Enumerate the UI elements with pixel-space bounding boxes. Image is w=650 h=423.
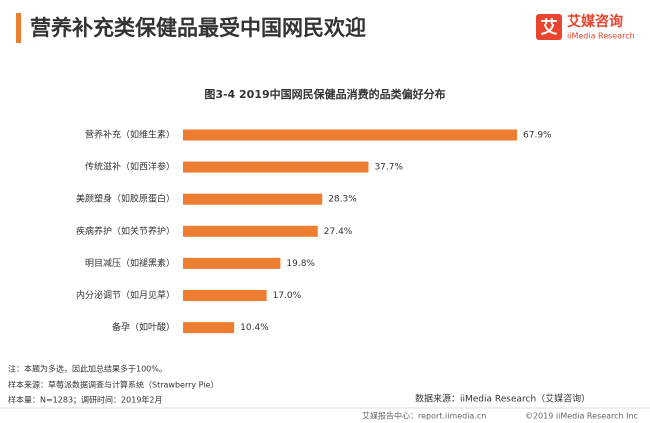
value-label: 27.4% <box>324 227 353 237</box>
category-label: 疾病养护（如关节养护） <box>76 225 175 237</box>
logo-name: 艾媒咨询 <box>567 13 623 30</box>
logo-icon <box>536 14 562 40</box>
note: 注：本题为多选，因此加总结果多于100%。 <box>8 364 167 374</box>
page-title: 营养补充类保健品最受中国网民欢迎 <box>30 16 366 40</box>
bar <box>183 257 281 269</box>
bar <box>183 193 323 205</box>
category-label: 备孕（如叶酸） <box>112 321 175 333</box>
bar <box>183 290 267 301</box>
value-label: 67.9% <box>523 131 552 141</box>
note: 样本来源：草莓派数据调查与计算系统（Strawberry Pie） <box>8 380 218 390</box>
footer-site: 艾媒报告中心：report.iimedia.cn <box>362 411 486 421</box>
bar <box>183 322 235 334</box>
note: 样本量：N=1283；调研时间：2019年2月 <box>8 395 163 405</box>
bar <box>183 161 369 173</box>
category-label: 传统滋补（如西洋参） <box>85 161 175 173</box>
value-label: 10.4% <box>240 323 269 333</box>
value-label: 17.0% <box>273 291 302 301</box>
category-label: 营养补充（如维生素） <box>85 129 175 141</box>
category-label: 内分泌调节（如月见草） <box>76 289 175 301</box>
source: 数据来源：iiMedia Research（艾媒咨询） <box>415 393 590 405</box>
category-label: 美颜塑身（如胶原蛋白） <box>76 193 175 205</box>
logo-subtitle: iiMedia Research <box>567 32 635 41</box>
bar <box>183 129 517 141</box>
bar <box>183 225 318 237</box>
category-label: 明目减压（如褪黑素） <box>85 257 175 269</box>
value-label: 37.7% <box>374 163 403 173</box>
logo-mark: 艾 <box>541 17 558 38</box>
value-label: 19.8% <box>286 259 315 269</box>
footer-copyright: ©2019 iiMedia Research Inc <box>525 412 638 421</box>
value-label: 28.3% <box>328 195 357 205</box>
chart-title: 图3-4 2019中国网民保健品消费的品类偏好分布 <box>204 87 445 101</box>
header-accent <box>16 13 21 43</box>
